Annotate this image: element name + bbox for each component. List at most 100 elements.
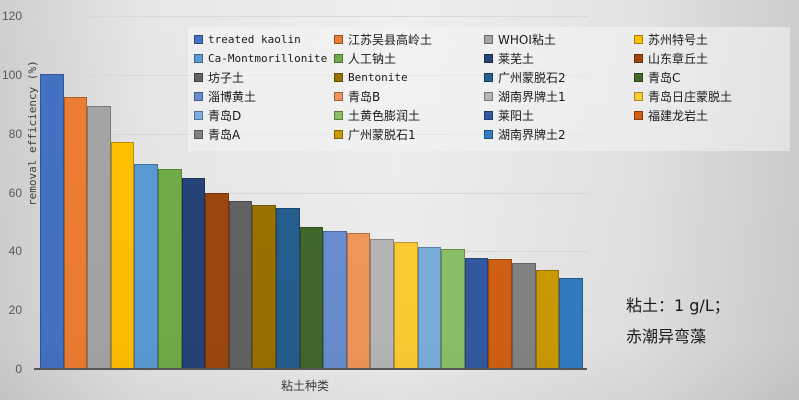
legend-swatch	[334, 72, 343, 82]
legend-swatch	[484, 129, 493, 139]
legend-item: 湖南界牌土2	[484, 126, 566, 142]
annotation: 粘土：1 g/L； 赤潮异弯藻	[626, 290, 730, 352]
legend-item: 青岛C	[634, 69, 680, 85]
legend-label: 莱阳土	[498, 108, 535, 123]
legend-swatch	[194, 129, 203, 139]
plot-area: removal efficiency (%) 0 20 40 60 80 100 120	[2, 9, 589, 376]
legend: treated kaolin 江苏吴县高岭土 WHOI粘土 苏州特号土 Ca-Montm…	[188, 27, 790, 151]
y-tick-label: 0	[15, 362, 22, 376]
legend-swatch	[634, 72, 643, 82]
bar	[370, 238, 394, 368]
legend-label: Ca-Montmorillonite	[208, 51, 328, 65]
legend-swatch	[484, 110, 493, 120]
bar	[464, 257, 489, 368]
legend-item: Ca-Montmorillonite	[194, 50, 327, 66]
legend-swatch	[484, 91, 493, 101]
y-tick-label: 60	[8, 185, 22, 200]
bar	[417, 246, 442, 368]
bar	[158, 168, 182, 368]
legend-swatch	[194, 53, 203, 63]
legend-label: 莱芜土	[498, 51, 535, 66]
legend-label: 湖南界牌土2	[498, 127, 566, 142]
legend-swatch	[194, 72, 203, 82]
x-axis-line	[34, 368, 587, 370]
bar	[110, 141, 135, 368]
legend-item: 人工钠土	[334, 50, 396, 66]
bar	[276, 207, 300, 368]
legend-label: 人工钠土	[348, 51, 397, 66]
bar	[346, 232, 371, 368]
legend-label: Bentonite	[348, 70, 408, 84]
legend-label: 青岛B	[348, 89, 381, 104]
bar	[40, 73, 64, 368]
bar	[535, 270, 560, 368]
legend-item: treated kaolin	[194, 31, 301, 47]
legend-item: 苏州特号土	[634, 31, 708, 47]
legend-label: 土黄色膨润土	[348, 108, 421, 123]
legend-label: 江苏吴县高岭土	[348, 32, 433, 47]
legend-swatch	[634, 53, 643, 63]
x-axis-label: 粘土种类	[281, 379, 330, 393]
legend-swatch	[484, 72, 493, 82]
bar	[559, 278, 583, 368]
legend-item: 淄博黄土	[194, 88, 256, 104]
y-tick-label: 20	[8, 303, 22, 318]
bar	[512, 262, 536, 368]
legend-label: 淄博黄土	[208, 89, 257, 104]
bar	[205, 192, 229, 368]
legend-label: 坊子土	[208, 70, 245, 85]
legend-label: 青岛D	[208, 108, 242, 123]
legend-item: 广州蒙脱石1	[334, 126, 416, 142]
legend-item: 土黄色膨润土	[334, 107, 420, 123]
legend-item: 莱阳土	[484, 107, 534, 123]
legend-label: treated kaolin	[208, 32, 301, 46]
legend-label: WHOI粘土	[498, 32, 556, 47]
legend-swatch	[484, 53, 493, 63]
legend-swatch	[194, 110, 203, 120]
legend-item: 坊子土	[194, 69, 244, 85]
bar	[63, 97, 88, 368]
bar	[134, 163, 158, 368]
legend-item: 青岛D	[194, 107, 241, 123]
legend-swatch	[634, 91, 643, 101]
bar	[87, 106, 111, 368]
legend-swatch	[334, 53, 343, 63]
legend-item: 广州蒙脱石2	[484, 69, 566, 85]
annotation-species: 赤潮异弯藻	[626, 327, 707, 346]
legend-item: 青岛日庄蒙脱土	[634, 88, 732, 104]
legend-swatch	[194, 91, 203, 101]
legend-item: WHOI粘土	[484, 31, 556, 47]
legend-swatch	[334, 34, 343, 44]
legend-swatch	[484, 34, 493, 44]
legend-label: 福建龙岩土	[648, 108, 709, 123]
legend-swatch	[334, 91, 343, 101]
legend-swatch	[194, 34, 203, 44]
annotation-concentration: 粘土：1 g/L；	[626, 296, 730, 315]
legend-label: 湖南界牌土1	[498, 89, 566, 104]
bar	[394, 241, 418, 368]
gridline	[34, 192, 589, 194]
y-tick-label: 40	[8, 244, 22, 259]
bar	[181, 177, 206, 368]
legend-swatch	[334, 129, 343, 139]
gridline	[34, 16, 589, 17]
y-tick-label: 120	[1, 9, 22, 23]
legend-swatch	[634, 34, 643, 44]
legend-item: 青岛B	[334, 88, 380, 104]
bar	[228, 200, 253, 368]
bar	[441, 248, 465, 368]
legend-swatch	[334, 110, 343, 120]
legend-item: 青岛A	[194, 126, 240, 142]
legend-item: 江苏吴县高岭土	[334, 31, 432, 47]
bar	[252, 204, 276, 368]
legend-label: 广州蒙脱石1	[348, 127, 416, 142]
legend-label: 青岛日庄蒙脱土	[648, 89, 733, 104]
legend-item: Bentonite	[334, 69, 408, 85]
legend-label: 青岛A	[208, 127, 241, 142]
legend-label: 山东章丘土	[648, 51, 709, 66]
legend-label: 青岛C	[648, 70, 681, 85]
bar	[299, 226, 324, 368]
y-tick-label: 80	[8, 126, 22, 141]
legend-item: 湖南界牌土1	[484, 88, 566, 104]
